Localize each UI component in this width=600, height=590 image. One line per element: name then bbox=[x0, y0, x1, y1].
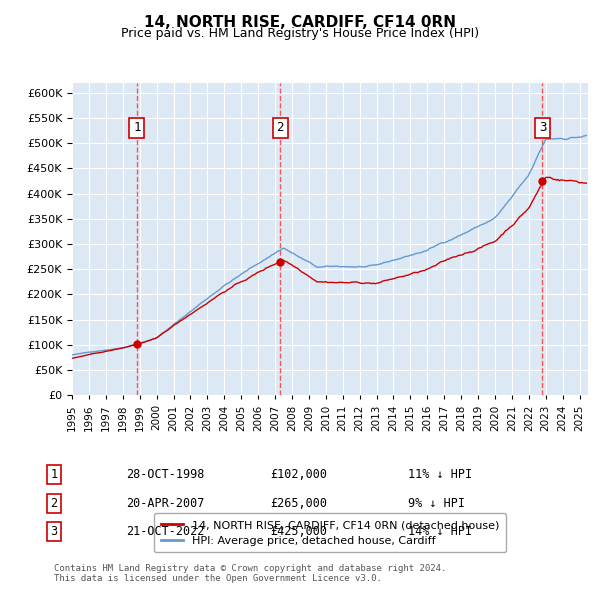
Text: £102,000: £102,000 bbox=[270, 468, 327, 481]
Text: Price paid vs. HM Land Registry's House Price Index (HPI): Price paid vs. HM Land Registry's House … bbox=[121, 27, 479, 40]
Text: 11% ↓ HPI: 11% ↓ HPI bbox=[408, 468, 472, 481]
Text: 3: 3 bbox=[50, 525, 58, 538]
Text: 1: 1 bbox=[50, 468, 58, 481]
Text: £425,000: £425,000 bbox=[270, 525, 327, 538]
Text: 14% ↓ HPI: 14% ↓ HPI bbox=[408, 525, 472, 538]
Text: 2: 2 bbox=[277, 122, 284, 135]
Text: 2: 2 bbox=[50, 497, 58, 510]
Text: 20-APR-2007: 20-APR-2007 bbox=[126, 497, 205, 510]
Legend: 14, NORTH RISE, CARDIFF, CF14 0RN (detached house), HPI: Average price, detached: 14, NORTH RISE, CARDIFF, CF14 0RN (detac… bbox=[154, 513, 506, 552]
Text: 21-OCT-2022: 21-OCT-2022 bbox=[126, 525, 205, 538]
Text: Contains HM Land Registry data © Crown copyright and database right 2024.
This d: Contains HM Land Registry data © Crown c… bbox=[54, 563, 446, 583]
Text: 14, NORTH RISE, CARDIFF, CF14 0RN: 14, NORTH RISE, CARDIFF, CF14 0RN bbox=[144, 15, 456, 30]
Text: £265,000: £265,000 bbox=[270, 497, 327, 510]
Text: 1: 1 bbox=[133, 122, 140, 135]
Text: 28-OCT-1998: 28-OCT-1998 bbox=[126, 468, 205, 481]
Text: 9% ↓ HPI: 9% ↓ HPI bbox=[408, 497, 465, 510]
Text: 3: 3 bbox=[539, 122, 546, 135]
